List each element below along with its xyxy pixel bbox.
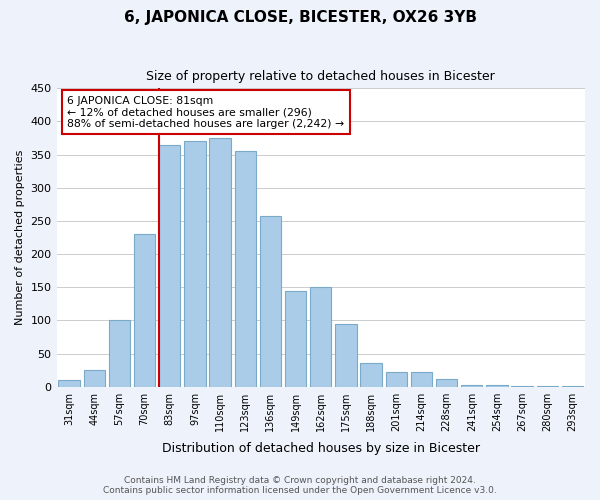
Bar bbox=[159, 144, 181, 386]
Bar bbox=[411, 372, 432, 386]
Bar bbox=[134, 234, 155, 386]
Bar bbox=[184, 142, 206, 386]
Text: 6 JAPONICA CLOSE: 81sqm
← 12% of detached houses are smaller (296)
88% of semi-d: 6 JAPONICA CLOSE: 81sqm ← 12% of detache… bbox=[67, 96, 344, 129]
Y-axis label: Number of detached properties: Number of detached properties bbox=[15, 150, 25, 325]
Bar bbox=[285, 290, 307, 386]
Bar bbox=[436, 380, 457, 386]
Text: 6, JAPONICA CLOSE, BICESTER, OX26 3YB: 6, JAPONICA CLOSE, BICESTER, OX26 3YB bbox=[124, 10, 476, 25]
Bar bbox=[209, 138, 231, 386]
Bar bbox=[361, 364, 382, 386]
Bar bbox=[235, 152, 256, 386]
Bar bbox=[109, 320, 130, 386]
Bar bbox=[335, 324, 356, 386]
Bar bbox=[260, 216, 281, 386]
X-axis label: Distribution of detached houses by size in Bicester: Distribution of detached houses by size … bbox=[162, 442, 480, 455]
Bar bbox=[461, 384, 482, 386]
Bar bbox=[386, 372, 407, 386]
Bar bbox=[310, 287, 331, 386]
Text: Contains HM Land Registry data © Crown copyright and database right 2024.
Contai: Contains HM Land Registry data © Crown c… bbox=[103, 476, 497, 495]
Bar bbox=[83, 370, 105, 386]
Title: Size of property relative to detached houses in Bicester: Size of property relative to detached ho… bbox=[146, 70, 495, 83]
Bar bbox=[58, 380, 80, 386]
